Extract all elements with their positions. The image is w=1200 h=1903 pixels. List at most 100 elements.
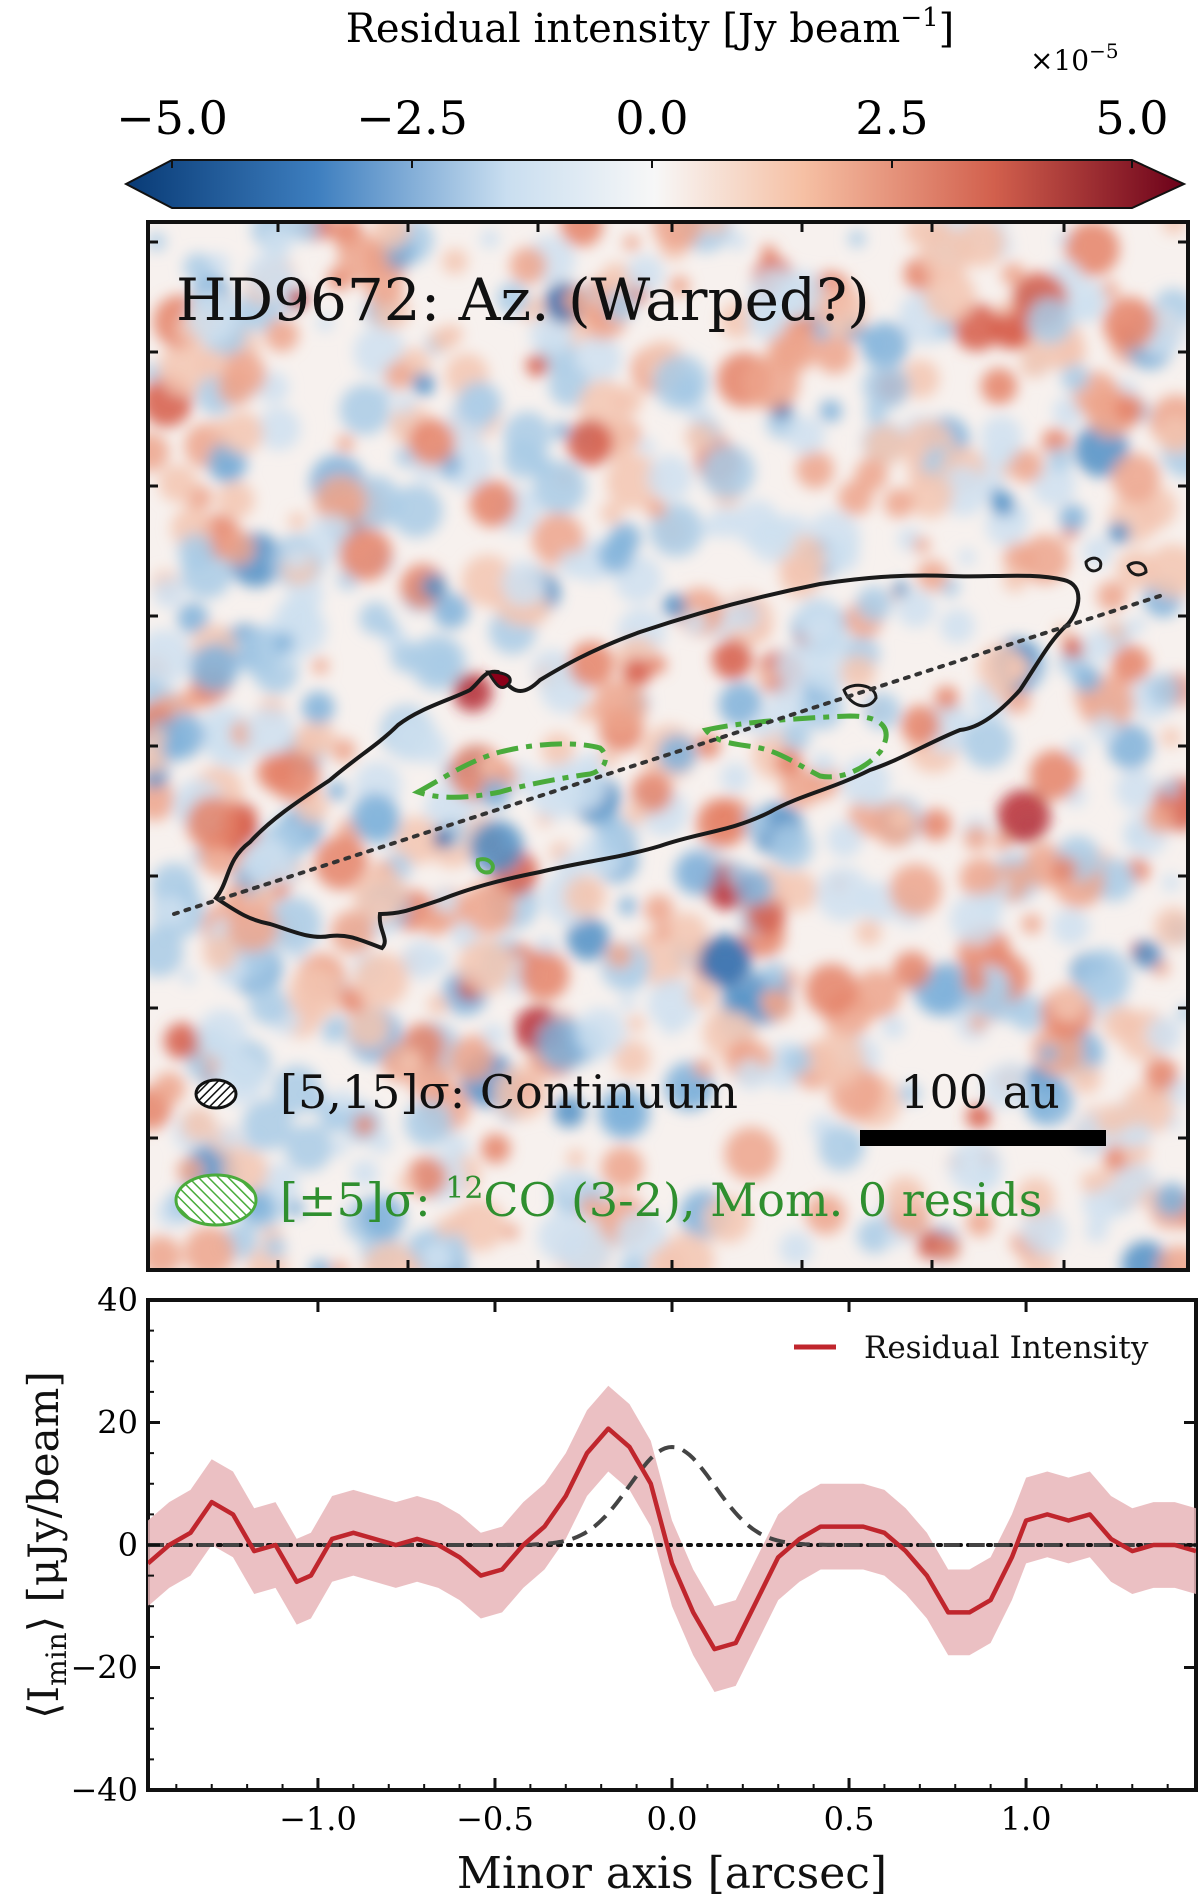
noise-blob [856,586,892,622]
noise-blob [854,458,888,492]
noise-blob [563,875,607,918]
x-tick-label: −0.5 [456,1800,534,1838]
noise-blob [782,1046,812,1076]
noise-blob [958,548,976,566]
noise-blob [1027,298,1073,345]
noise-blob [1130,1124,1152,1146]
noise-blob [796,596,840,640]
map-title: HD9672: Az. (Warped?) [176,266,870,334]
noise-blob [1111,453,1161,503]
noise-blob [1102,1005,1140,1042]
noise-blob [599,819,639,860]
noise-blob [855,919,882,946]
noise-blob [353,952,409,1008]
noise-blob [1128,616,1146,634]
noise-blob [441,248,468,275]
noise-blob [329,1015,348,1034]
noise-blob [479,756,497,774]
noise-blob [746,299,788,341]
noise-blob [1048,447,1073,472]
noise-blob [819,399,843,423]
noise-blob [1062,636,1084,659]
noise-blob [548,364,591,407]
noise-blob [1156,1245,1188,1270]
noise-blob [627,1014,645,1033]
noise-blob [1102,296,1156,351]
noise-blob [264,318,299,353]
colorbar-label: Residual intensity [Jy beam−1] [346,3,955,52]
noise-blob [1111,644,1151,684]
noise-blob [421,1242,452,1270]
noise-blob [330,910,375,955]
noise-blob [566,419,614,467]
noise-blob [186,1055,210,1079]
noise-blob [701,519,720,537]
noise-blob [756,667,776,686]
noise-blob [153,577,185,609]
noise-blob [749,516,796,563]
co-contour-right [701,713,889,780]
noise-blob [1050,856,1077,883]
noise-blob [336,434,355,453]
noise-blob [411,372,435,396]
continuum-contour-islet [1126,561,1148,577]
noise-blob [1003,542,1035,575]
noise-blob [314,836,369,890]
noise-blob [626,254,665,293]
noise-blob [618,896,637,916]
noise-blob [496,282,530,316]
noise-blob [1066,739,1087,759]
noise-blob [286,288,309,310]
legend-co-label: [±5]σ: 12CO (3-2), Mom. 0 resids [280,1171,1042,1227]
noise-blob [197,1009,248,1060]
noise-blob [605,1094,643,1132]
noise-blob [826,821,863,858]
noise-blob [339,527,393,581]
co-beam-icon [174,1173,258,1227]
noise-blob [242,1099,294,1151]
noise-blob [1002,567,1027,593]
noise-blob [1002,685,1031,714]
noise-blob [1059,504,1087,532]
noise-blob [761,961,788,988]
noise-blob [148,778,176,821]
noise-blob [186,796,240,850]
noise-blob [616,1211,668,1263]
noise-blob [816,866,871,922]
noise-blob [805,963,858,1017]
noise-blob [331,738,357,763]
noise-blob [1082,630,1115,663]
noise-blob [1162,222,1186,235]
noise-blob [735,1059,767,1090]
noise-blob [727,231,747,251]
noise-blob [1161,727,1181,748]
noise-blob [703,1195,752,1244]
noise-blob [245,707,295,757]
noise-blob [980,368,1018,405]
noise-blob [406,1157,447,1197]
noise-blob [618,994,636,1011]
noise-blob [421,574,447,599]
noise-blob [423,646,459,682]
colorbar-ticks [171,160,1133,168]
noise-blob [1146,1016,1182,1053]
noise-blob [815,335,854,374]
y-tick-label: 0 [118,1526,138,1564]
noise-blob [648,655,667,674]
noise-blob [575,1007,627,1058]
residual-map: HD9672: Az. (Warped?) [5,15]σ: Continuum… [146,220,1190,1272]
noise-blob [526,354,549,377]
noise-blob [502,1223,519,1241]
y-tick-label: 40 [97,1281,138,1319]
noise-blob [384,361,413,390]
noise-blob [164,1022,201,1060]
noise-blob [381,620,399,638]
noise-blob [209,419,228,438]
noise-blob [148,629,192,685]
noise-blob [1133,940,1162,970]
noise-blob [549,324,574,349]
noise-blob [1146,673,1182,709]
noise-blob [360,1195,406,1240]
noise-blob [353,1114,375,1136]
noise-blob [541,732,575,767]
